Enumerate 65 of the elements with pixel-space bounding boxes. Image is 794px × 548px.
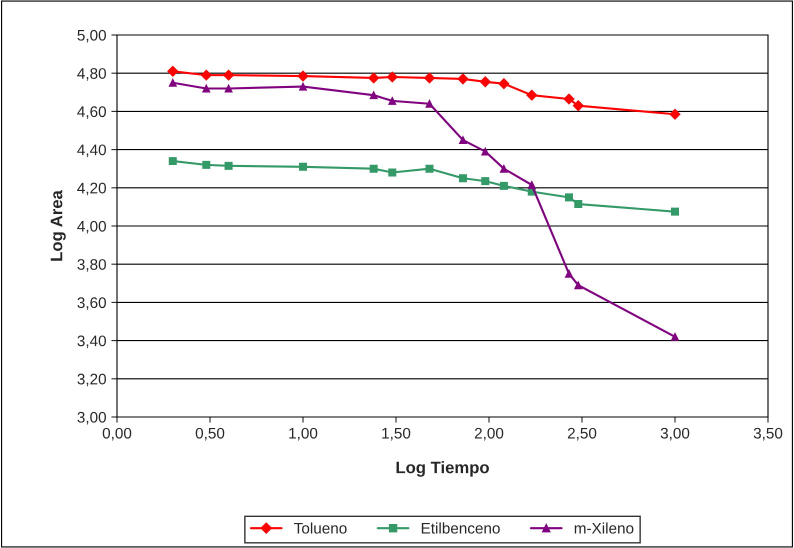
point xyxy=(424,72,435,84)
y-tick-label: 3,20 xyxy=(77,374,106,386)
y-tick-label: 5,00 xyxy=(77,30,106,42)
y-tick-label: 4,20 xyxy=(77,182,106,196)
y-tick-label: 3,80 xyxy=(77,259,106,272)
point xyxy=(298,70,308,82)
point xyxy=(458,174,467,182)
point xyxy=(572,100,584,112)
x-tick-label: 3,50 xyxy=(754,428,782,440)
point xyxy=(425,100,434,108)
point xyxy=(388,168,396,177)
y-tick-label: 3,00 xyxy=(77,412,106,424)
y-tick-label: 4,40 xyxy=(77,144,106,158)
point xyxy=(458,74,468,84)
point xyxy=(386,72,398,82)
point xyxy=(564,94,574,104)
point xyxy=(388,96,396,105)
point xyxy=(564,270,573,278)
y-axis-title: Log Area xyxy=(50,190,66,261)
point xyxy=(526,90,538,101)
point xyxy=(425,164,434,173)
point xyxy=(481,177,490,186)
y-tick-label: 4,60 xyxy=(77,106,106,119)
point xyxy=(299,82,307,91)
y-tick-label: 4,80 xyxy=(77,68,106,81)
legend-label: Etilbenceno xyxy=(422,522,500,534)
point xyxy=(480,76,491,88)
legend-label: m-Xileno xyxy=(574,522,634,534)
point xyxy=(500,182,508,190)
x-tick-label: 2,50 xyxy=(568,428,596,440)
x-axis-title: Log Tiempo xyxy=(396,461,489,477)
y-tick-label: 3,40 xyxy=(77,335,106,348)
y-tick-label: 3,60 xyxy=(77,297,106,310)
point xyxy=(671,208,679,216)
point xyxy=(223,70,234,81)
point xyxy=(299,162,307,171)
point xyxy=(202,84,210,92)
x-tick-label: 3,00 xyxy=(660,428,690,440)
point xyxy=(528,180,536,189)
y-tick-label: 4,00 xyxy=(77,220,106,234)
x-tick-label: 1,50 xyxy=(382,428,410,440)
point xyxy=(368,72,380,84)
legend-label: Tolueno xyxy=(294,522,347,534)
point xyxy=(574,200,582,208)
point xyxy=(458,136,467,144)
point xyxy=(564,193,573,202)
point xyxy=(481,148,490,156)
point xyxy=(168,157,177,166)
point xyxy=(670,108,680,120)
point xyxy=(224,84,233,92)
point xyxy=(168,78,177,87)
point xyxy=(671,332,679,341)
point xyxy=(500,164,508,173)
point xyxy=(200,70,212,81)
point xyxy=(167,66,178,77)
x-tick-label: 2,00 xyxy=(474,428,504,440)
point xyxy=(498,78,510,90)
x-tick-label: 0,50 xyxy=(196,428,224,440)
point xyxy=(202,160,210,169)
point xyxy=(224,162,233,170)
x-tick-label: 1,00 xyxy=(289,428,318,440)
point xyxy=(574,281,582,290)
x-tick-label: 0,00 xyxy=(102,428,132,440)
point xyxy=(370,91,378,100)
point xyxy=(370,164,378,173)
